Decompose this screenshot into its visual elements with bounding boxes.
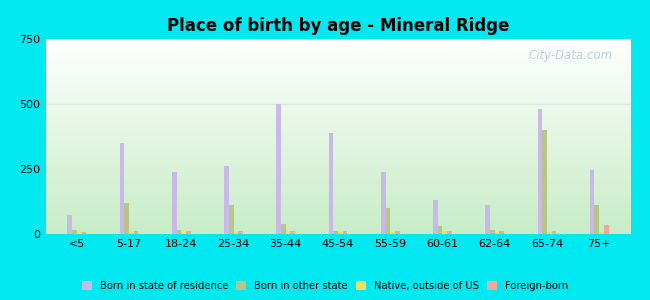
Title: Place of birth by age - Mineral Ridge: Place of birth by age - Mineral Ridge <box>167 17 509 35</box>
Bar <box>490 230 495 234</box>
Bar <box>538 109 542 234</box>
Text: City-Data.com: City-Data.com <box>529 49 613 62</box>
Bar <box>599 232 604 234</box>
Bar <box>390 232 395 234</box>
Bar <box>443 231 447 234</box>
Bar <box>72 230 77 234</box>
Bar <box>433 200 437 234</box>
Bar <box>276 104 281 234</box>
Bar <box>186 231 190 234</box>
Bar <box>124 203 129 234</box>
Bar <box>547 232 552 234</box>
Bar <box>486 206 490 234</box>
Bar <box>604 225 608 234</box>
Bar <box>134 231 138 234</box>
Bar <box>229 206 233 234</box>
Bar <box>286 231 291 234</box>
Bar <box>224 167 229 234</box>
Bar <box>233 232 239 234</box>
Bar <box>552 231 556 234</box>
Bar <box>447 231 452 234</box>
Bar <box>590 169 595 234</box>
Bar <box>499 231 504 234</box>
Bar <box>181 232 186 234</box>
Bar <box>281 224 286 234</box>
Bar <box>77 232 81 234</box>
Bar <box>177 230 181 234</box>
Bar <box>437 226 443 234</box>
Bar <box>81 232 86 234</box>
Bar <box>395 231 400 234</box>
Bar <box>172 172 177 234</box>
Bar <box>381 172 385 234</box>
Bar <box>495 232 499 234</box>
Bar <box>343 231 347 234</box>
Bar <box>291 231 295 234</box>
Bar <box>595 206 599 234</box>
Bar <box>333 231 338 234</box>
Legend: Born in state of residence, Born in other state, Native, outside of US, Foreign-: Born in state of residence, Born in othe… <box>78 277 572 295</box>
Bar <box>68 214 72 234</box>
Bar <box>542 130 547 234</box>
Bar <box>129 232 134 234</box>
Bar <box>239 231 243 234</box>
Bar <box>385 208 390 234</box>
Bar <box>338 232 343 234</box>
Bar <box>329 133 333 234</box>
Bar <box>120 143 124 234</box>
